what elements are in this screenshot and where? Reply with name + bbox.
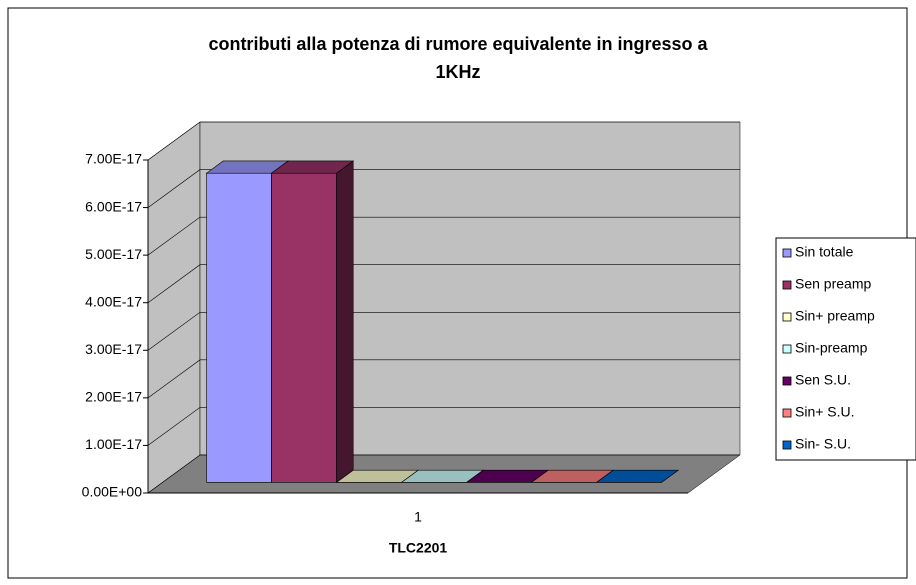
bar-front — [271, 172, 337, 483]
bar — [270, 160, 355, 483]
legend — [775, 237, 916, 461]
legend-label: Sin+ S.U. — [795, 404, 855, 420]
bar — [595, 469, 680, 483]
legend-swatch — [782, 376, 792, 386]
bar-front — [206, 172, 272, 483]
grid-line — [147, 311, 740, 351]
x-axis-label: TLC2201 — [389, 540, 448, 556]
x-tick-label: 1 — [414, 509, 422, 525]
legend-label: Sen preamp — [795, 276, 871, 292]
y-tick-label: 4.00E-17 — [85, 293, 142, 309]
grid-line — [147, 264, 740, 303]
legend-label: Sen S.U. — [795, 372, 851, 388]
y-tick-label: 5.00E-17 — [85, 246, 142, 262]
legend-swatch — [782, 344, 792, 354]
y-tick-label: 3.00E-17 — [85, 341, 142, 357]
grid-line — [147, 121, 740, 161]
legend-label: Sin- S.U. — [795, 436, 851, 452]
y-tick-label: 7.00E-17 — [85, 151, 142, 167]
legend-swatch — [782, 248, 792, 258]
legend-label: Sin totale — [795, 244, 854, 260]
legend-swatch — [782, 408, 792, 418]
bar-side — [336, 160, 354, 483]
y-tick-label: 2.00E-17 — [85, 389, 142, 405]
bar-top — [595, 469, 680, 483]
left-wall — [147, 121, 201, 494]
y-tick-label: 0.00E+00 — [82, 484, 143, 500]
legend-label: Sin-preamp — [795, 340, 868, 356]
legend-swatch — [782, 280, 792, 290]
y-tick-label: 6.00E-17 — [85, 198, 142, 214]
grid-line — [147, 216, 740, 256]
grid-line — [147, 169, 740, 208]
legend-swatch — [782, 312, 792, 322]
legend-swatch — [782, 440, 792, 450]
grid-line — [147, 407, 740, 446]
chart-title: contributi alla potenza di rumore equiva… — [208, 34, 708, 82]
grid-line — [147, 359, 740, 399]
y-tick-label: 1.00E-17 — [85, 436, 142, 452]
legend-label: Sin+ preamp — [795, 308, 875, 324]
grid-line — [147, 454, 740, 494]
bar-top — [270, 160, 355, 174]
